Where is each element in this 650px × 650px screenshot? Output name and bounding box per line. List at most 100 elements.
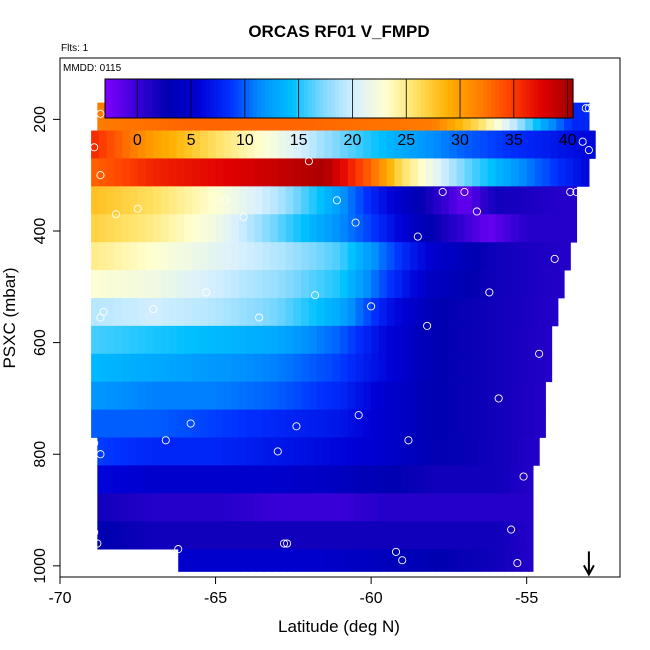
- heatmap-cell: [221, 493, 231, 522]
- heatmap-cell: [98, 186, 108, 215]
- data-point: [351, 218, 360, 227]
- heatmap-cell: [425, 381, 434, 410]
- heatmap-cell: [301, 325, 310, 355]
- heatmap-cell: [262, 325, 271, 355]
- heatmap-cell: [557, 270, 565, 299]
- heatmap-cell: [293, 409, 302, 438]
- colorbar-swatch: [253, 79, 258, 118]
- colorbar-swatch: [105, 79, 110, 118]
- colorbar-swatch: [335, 79, 340, 118]
- heatmap-cell: [371, 242, 380, 271]
- heatmap-cell: [408, 521, 417, 550]
- heatmap-cell: [114, 325, 123, 355]
- heatmap-cell: [153, 270, 162, 299]
- heatmap-cell: [198, 521, 207, 550]
- heatmap-cell: [371, 130, 380, 159]
- heatmap-cell: [542, 130, 551, 159]
- heatmap-cell: [301, 214, 310, 243]
- colorbar-swatch: [456, 79, 461, 118]
- heatmap-cell: [221, 521, 231, 550]
- heatmap-cell: [517, 437, 526, 466]
- heatmap-cell: [192, 270, 201, 299]
- heatmap-cell: [487, 409, 497, 438]
- colorbar-swatch: [147, 79, 153, 118]
- heatmap-cell: [190, 493, 200, 522]
- heatmap-cell: [122, 325, 131, 355]
- colorbar-swatch: [206, 79, 211, 118]
- heatmap-cell: [260, 465, 270, 494]
- heatmap-cell: [439, 493, 448, 522]
- colorbar-swatch: [362, 79, 367, 118]
- heatmap-cell: [231, 270, 240, 299]
- heatmap-cell: [153, 381, 162, 410]
- heatmap-cell: [355, 353, 364, 383]
- heatmap-cell: [525, 465, 534, 494]
- heatmap-cell: [354, 465, 363, 494]
- heatmap-cell: [184, 270, 193, 299]
- heatmap-cell: [91, 270, 100, 299]
- heatmap-cell: [526, 270, 536, 299]
- heatmap-cell: [200, 214, 209, 243]
- date-note: MMDD: 0115: [63, 63, 122, 74]
- heatmap-cell: [565, 158, 574, 187]
- heatmap-cell: [416, 493, 425, 522]
- heatmap-cell: [425, 242, 434, 271]
- heatmap-cell: [98, 242, 108, 271]
- heatmap-cell: [271, 549, 280, 572]
- heatmap-cell: [106, 381, 116, 410]
- heatmap-cell: [114, 353, 123, 383]
- heatmap-cell: [316, 353, 326, 383]
- colorbar-swatch: [264, 79, 270, 118]
- colorbar-swatch: [342, 79, 348, 118]
- heatmap-cell: [377, 521, 386, 550]
- heatmap-cell: [511, 242, 520, 271]
- heatmap-cell: [254, 158, 263, 187]
- heatmap-cell: [439, 465, 448, 494]
- heatmap-cell: [285, 186, 294, 215]
- heatmap-cell: [470, 465, 480, 494]
- heatmap-cell: [332, 214, 341, 243]
- colorbar-swatch: [237, 79, 243, 118]
- heatmap-cell: [542, 381, 546, 410]
- heatmap-cell: [518, 130, 528, 159]
- heatmap-cell: [232, 549, 242, 572]
- heatmap-cell: [385, 437, 394, 466]
- heatmap-cell: [394, 325, 403, 355]
- heatmap-cell: [229, 521, 238, 550]
- heatmap-cell: [526, 409, 536, 438]
- colorbar-swatch: [222, 79, 227, 118]
- heatmap-cell: [98, 214, 108, 243]
- data-point: [507, 525, 516, 534]
- heatmap-cell: [223, 297, 232, 327]
- heatmap-cell: [315, 493, 324, 522]
- data-point: [96, 171, 105, 180]
- heatmap-cell: [214, 493, 223, 522]
- colorbar-swatch: [225, 79, 231, 118]
- heatmap-cell: [464, 353, 473, 383]
- heatmap-cell: [270, 353, 279, 383]
- heatmap-cell: [486, 437, 495, 466]
- colorbar-tick-label: 5: [187, 132, 196, 149]
- heatmap-cell: [456, 325, 466, 355]
- heatmap-cell: [254, 270, 263, 299]
- heatmap-cell: [417, 325, 427, 355]
- colorbar-swatch: [463, 79, 469, 118]
- heatmap-cell: [198, 437, 207, 466]
- heatmap-cell: [223, 130, 232, 159]
- heatmap-cell: [223, 270, 232, 299]
- heatmap-cell: [333, 549, 343, 572]
- heatmap-cell: [144, 465, 153, 494]
- heatmap-cell: [231, 242, 240, 271]
- heatmap-cell: [98, 353, 108, 383]
- heatmap-cell: [363, 325, 372, 355]
- heatmap-cell: [137, 130, 147, 159]
- heatmap-cell: [192, 325, 201, 355]
- heatmap-cell: [307, 465, 316, 494]
- heatmap-cell: [122, 214, 131, 243]
- heatmap-cell: [252, 465, 262, 494]
- heatmap-cell: [433, 409, 442, 438]
- heatmap-cell: [425, 297, 434, 327]
- heatmap-cell: [301, 186, 310, 215]
- heatmap-cell: [207, 270, 217, 299]
- colorbar-swatch: [120, 79, 126, 118]
